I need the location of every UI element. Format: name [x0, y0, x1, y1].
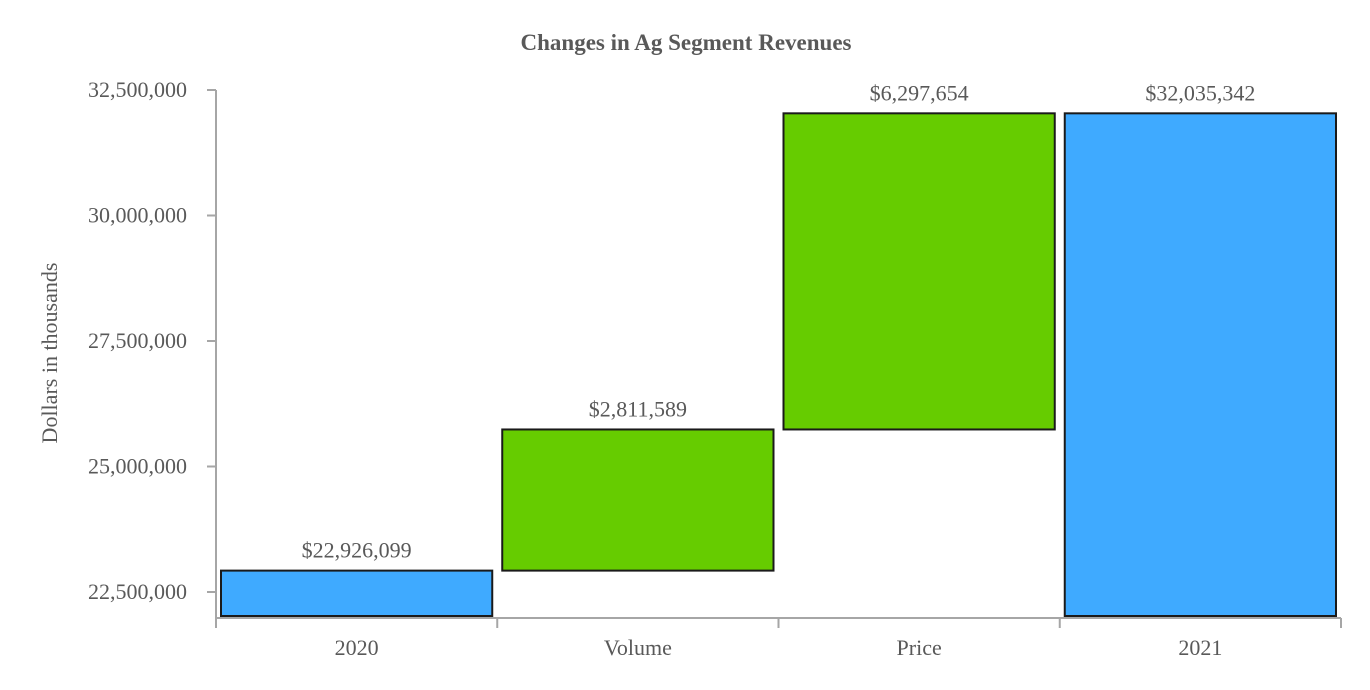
y-axis: 22,500,000 25,000,000 27,500,000 30,000,000…	[88, 77, 217, 618]
bars-group	[220, 112, 1337, 617]
x-tick-label: 2021	[1178, 635, 1222, 660]
y-tick-label: 27,500,000	[88, 328, 187, 353]
x-tick-label: Price	[897, 635, 942, 660]
data-label-price: $6,297,654	[870, 80, 969, 105]
y-axis-title: Dollars in thousands	[37, 263, 62, 444]
y-tick-label: 30,000,000	[88, 203, 187, 228]
bar-volume	[501, 428, 775, 572]
y-tick-label: 25,000,000	[88, 454, 187, 479]
data-labels-group: $22,926,099 $2,811,589 $6,297,654 $32,035,3…	[302, 80, 1256, 562]
data-label-2021: $32,035,342	[1145, 80, 1255, 105]
bar-2020	[220, 569, 494, 617]
bar-2021	[1063, 112, 1337, 617]
data-label-volume: $2,811,589	[589, 396, 687, 421]
x-axis: 2020 Volume Price 2021	[215, 617, 1342, 660]
x-tick-label: 2020	[335, 635, 379, 660]
chart-title: Changes in Ag Segment Revenues	[521, 30, 852, 55]
x-tick-label: Volume	[604, 635, 672, 660]
y-tick-label: 22,500,000	[88, 579, 187, 604]
bar-price	[782, 112, 1056, 431]
data-label-2020: $22,926,099	[302, 538, 412, 563]
y-tick-label: 32,500,000	[88, 77, 187, 102]
